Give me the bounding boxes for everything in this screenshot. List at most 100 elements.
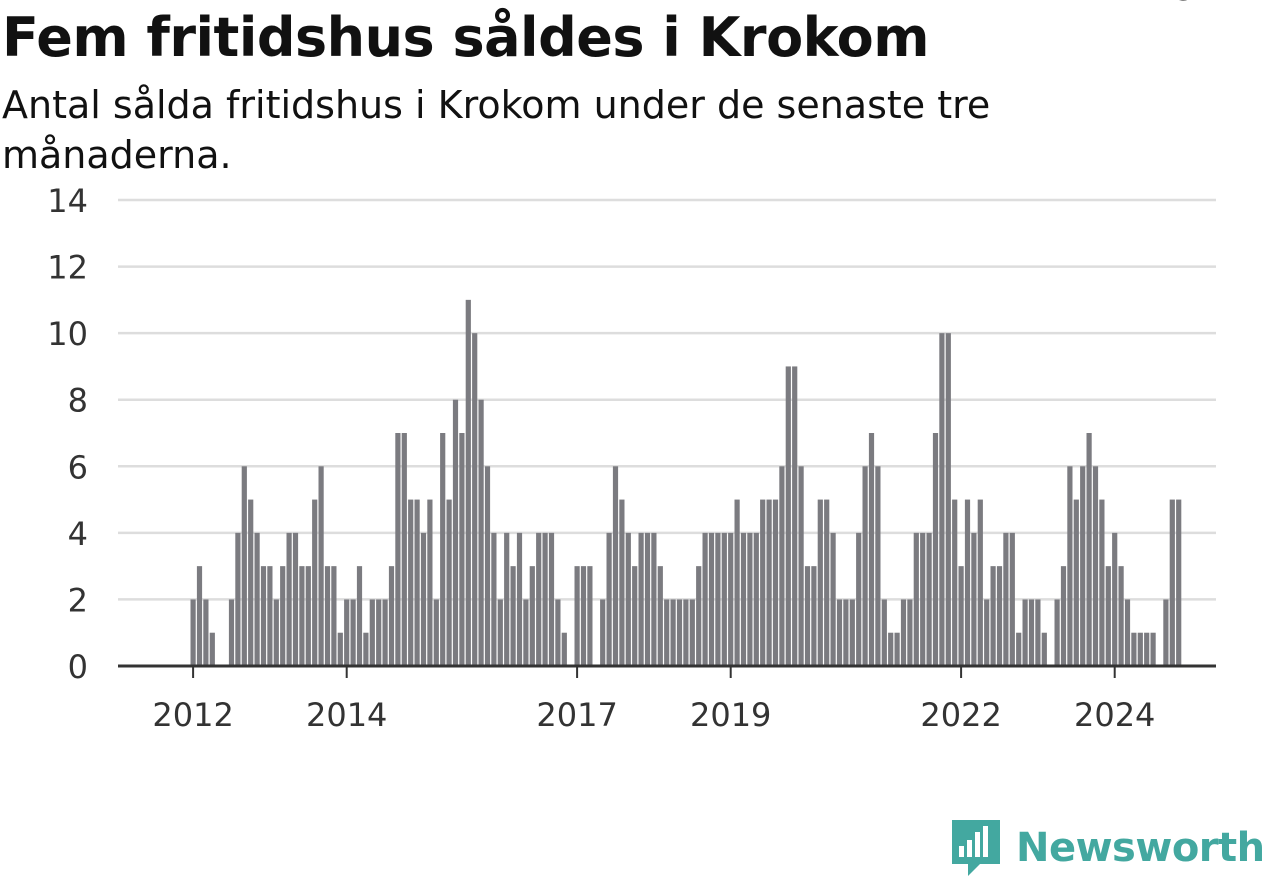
- bars: [190, 299, 1182, 666]
- bar: [1105, 566, 1111, 666]
- bar: [1150, 632, 1156, 666]
- bar: [664, 599, 670, 666]
- bar: [772, 499, 779, 666]
- bar: [939, 333, 945, 666]
- x-tick-label: 2024: [1074, 696, 1155, 734]
- gridlines: [118, 198, 1216, 601]
- bar: [990, 566, 996, 666]
- bar: [280, 566, 286, 666]
- bar: [766, 499, 772, 666]
- bar: [484, 466, 491, 666]
- bar: [561, 632, 567, 666]
- bar: [1003, 532, 1009, 666]
- bar: [580, 566, 587, 666]
- bar: [209, 632, 215, 666]
- newsworthy-logo-icon: [952, 820, 1000, 876]
- bar: [721, 532, 727, 666]
- bar: [196, 566, 203, 666]
- bar: [836, 599, 843, 666]
- bar: [1131, 632, 1137, 666]
- bar: [1124, 599, 1131, 666]
- bar: [1022, 599, 1028, 666]
- bar: [785, 366, 791, 666]
- bar: [625, 532, 631, 666]
- bar: [1099, 499, 1105, 666]
- bar: [427, 499, 433, 666]
- bar: [292, 532, 299, 666]
- bar: [926, 532, 932, 666]
- bar: [337, 632, 343, 666]
- bar: [376, 599, 382, 666]
- newsworthy-logo: Newsworthy: [950, 818, 1262, 878]
- bar: [286, 532, 292, 666]
- bar: [312, 499, 318, 666]
- bar: [459, 433, 465, 666]
- bar: [888, 632, 894, 666]
- bar: [1118, 566, 1124, 666]
- bar: [984, 599, 990, 666]
- bar: [369, 599, 375, 666]
- bar: [708, 532, 715, 666]
- bar: [388, 566, 395, 666]
- bar: [587, 566, 593, 666]
- bar: [651, 532, 657, 666]
- bar: [401, 433, 407, 666]
- bar: [350, 599, 356, 666]
- bar: [977, 499, 983, 666]
- bar: [958, 566, 964, 666]
- bar: [446, 499, 452, 666]
- x-tick-label: 2017: [536, 696, 617, 734]
- bar: [523, 599, 529, 666]
- bar: [900, 599, 907, 666]
- bar: [344, 599, 350, 666]
- bar: [996, 566, 1003, 666]
- brand-name: Newsworthy: [1016, 825, 1262, 871]
- bar: [945, 333, 951, 666]
- bar: [715, 532, 721, 666]
- bar: [254, 532, 260, 666]
- bar: [689, 599, 695, 666]
- bar: [491, 532, 497, 666]
- bar: [452, 399, 459, 666]
- bar: [804, 566, 811, 666]
- bar: [683, 599, 689, 666]
- bar: [267, 566, 273, 666]
- bar: [228, 599, 235, 666]
- bar: [241, 466, 247, 666]
- bar: [843, 599, 849, 666]
- bar: [792, 366, 798, 666]
- bar: [408, 499, 414, 666]
- bar: [964, 499, 971, 666]
- bar: [907, 599, 913, 666]
- bar: [619, 499, 625, 666]
- bar: [305, 566, 311, 666]
- bar: [932, 433, 939, 666]
- bar: [849, 599, 855, 666]
- y-tick-label: 14: [47, 182, 88, 220]
- bar: [395, 433, 401, 666]
- bar: [324, 566, 331, 666]
- y-tick-label: 6: [68, 448, 88, 486]
- bar: [1112, 532, 1118, 666]
- bar: [696, 566, 702, 666]
- bar: [728, 532, 734, 666]
- bar: [1176, 499, 1182, 666]
- bar: [856, 532, 862, 666]
- bar: [875, 466, 881, 666]
- bar: [363, 632, 369, 666]
- bar: [760, 499, 766, 666]
- bar: [811, 566, 817, 666]
- bar: [356, 566, 363, 666]
- chart-subtitle: Antal sålda fritidshus i Krokom under de…: [2, 83, 991, 177]
- bar: [657, 566, 663, 666]
- y-tick-label: 8: [68, 382, 88, 420]
- bar: [1028, 599, 1035, 666]
- bar: [1086, 433, 1092, 666]
- bar: [235, 532, 241, 666]
- bar: [740, 532, 747, 666]
- bar: [1035, 599, 1041, 666]
- bar: [472, 333, 478, 666]
- bar: [548, 532, 555, 666]
- bar: [612, 466, 619, 666]
